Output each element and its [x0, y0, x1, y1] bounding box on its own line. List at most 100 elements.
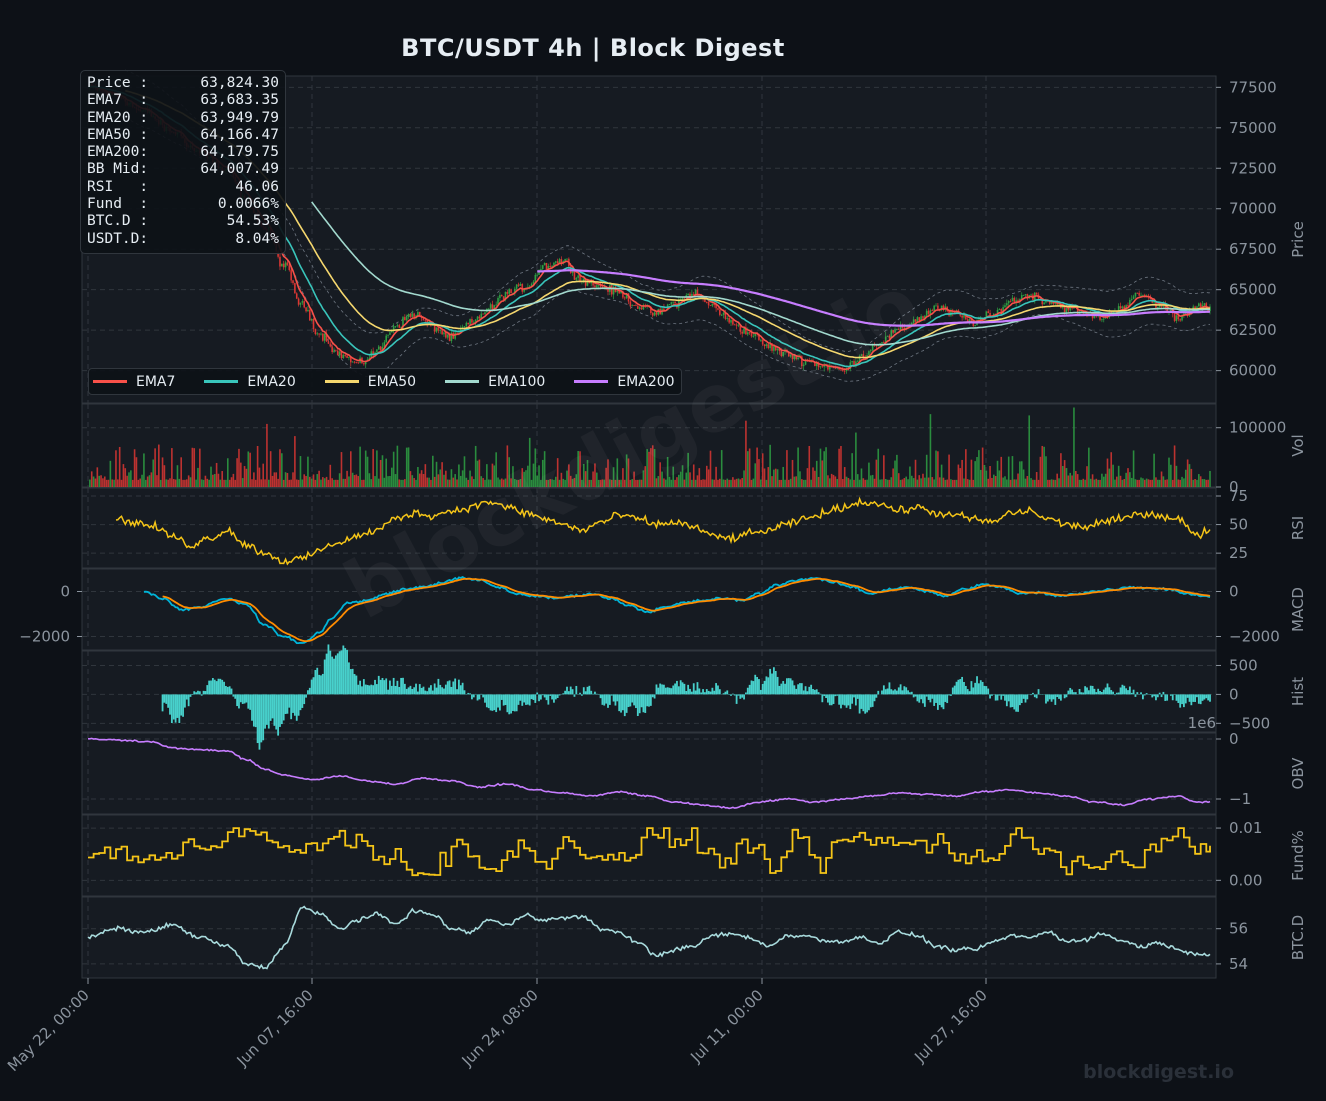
y-tick-label: 75	[1229, 487, 1248, 505]
y-tick-label-left: 0	[60, 583, 70, 601]
volume-bar	[890, 477, 892, 487]
volume-bar	[328, 480, 330, 487]
hist-bar	[963, 682, 965, 694]
volume-bar	[100, 475, 102, 487]
volume-bar	[1125, 473, 1127, 487]
volume-bar	[212, 475, 214, 487]
hist-bar	[167, 694, 169, 707]
volume-bar	[658, 476, 660, 487]
volume-bar	[1109, 469, 1111, 487]
candle-body	[723, 313, 725, 315]
hist-bar	[948, 694, 950, 695]
volume-bar	[661, 472, 663, 487]
volume-bar	[713, 480, 715, 487]
volume-bar	[395, 474, 397, 487]
hist-bar	[169, 694, 171, 714]
volume-bar	[1077, 474, 1079, 487]
volume-bar	[795, 476, 797, 487]
volume-bar	[712, 479, 714, 487]
volume-bar	[618, 480, 620, 487]
hist-bar	[1017, 694, 1019, 711]
volume-bar	[866, 480, 868, 487]
hist-bar	[976, 676, 978, 694]
volume-bar	[123, 464, 125, 487]
candle-body	[411, 313, 413, 316]
candle-body	[395, 326, 397, 327]
volume-bar	[1038, 480, 1040, 487]
volume-bar	[708, 469, 710, 487]
hist-bar	[741, 694, 743, 697]
volume-bar	[508, 457, 510, 487]
volume-bar	[792, 460, 794, 487]
candle-body	[887, 336, 889, 337]
volume-bar	[691, 480, 693, 487]
hist-bar	[1144, 694, 1146, 695]
volume-bar	[851, 453, 853, 487]
volume-bar	[576, 474, 578, 487]
volume-bar	[97, 467, 99, 487]
volume-bar	[840, 446, 842, 487]
volume-bar	[881, 479, 883, 487]
candle-body	[333, 350, 335, 352]
volume-bar	[1114, 480, 1116, 487]
volume-bar	[665, 480, 667, 487]
hist-bar	[236, 694, 238, 706]
candle-body	[445, 332, 447, 337]
volume-bar	[961, 460, 963, 487]
candle-body	[307, 310, 309, 311]
volume-bar	[488, 479, 490, 487]
hist-bar	[751, 680, 753, 694]
candle-body	[316, 333, 318, 334]
volume-bar	[734, 480, 736, 487]
hist-bar	[395, 686, 397, 694]
volume-bar	[613, 467, 615, 487]
candle-body	[654, 312, 656, 315]
volume-bar	[710, 451, 712, 487]
hist-bar	[1176, 694, 1178, 700]
candle-body	[594, 285, 596, 287]
volume-bar	[1137, 480, 1139, 487]
candle-body	[1133, 296, 1135, 299]
volume-bar	[581, 480, 583, 487]
hist-bar	[534, 694, 536, 703]
hist-bar	[190, 694, 192, 696]
hist-bar	[408, 687, 410, 694]
candle-body	[557, 261, 559, 263]
volume-bar	[216, 463, 218, 487]
hist-bar	[875, 694, 877, 697]
volume-bar	[805, 480, 807, 487]
hist-bar	[1097, 689, 1099, 695]
hist-bar	[1006, 694, 1008, 706]
candle-body	[1030, 295, 1032, 296]
hist-bar	[216, 681, 218, 694]
volume-bar	[255, 480, 257, 487]
volume-bar	[555, 477, 557, 487]
volume-bar	[171, 448, 173, 487]
volume-bar	[928, 478, 930, 487]
candle-body	[1066, 308, 1068, 312]
volume-bar	[95, 479, 97, 487]
volume-bar	[788, 480, 790, 487]
hist-bar	[1034, 694, 1036, 697]
hist-bar	[715, 683, 717, 694]
volume-bar	[287, 473, 289, 487]
hist-bar	[1008, 694, 1010, 701]
candle-body	[712, 304, 714, 306]
hist-bar	[702, 689, 704, 694]
candle-body	[883, 342, 885, 343]
candle-body	[389, 332, 391, 334]
volume-bar	[676, 477, 678, 487]
hist-bar	[881, 691, 883, 695]
hist-bar	[296, 694, 298, 720]
info-label: Price :	[87, 75, 148, 92]
candle-body	[436, 328, 438, 332]
volume-bar	[700, 480, 702, 487]
hist-bar	[984, 686, 986, 695]
volume-bar	[205, 476, 207, 487]
volume-bar	[495, 452, 497, 487]
candle-body	[857, 361, 859, 362]
candle-body	[637, 306, 639, 309]
candle-body	[516, 285, 518, 289]
volume-bar	[497, 478, 499, 487]
candle-body	[930, 310, 932, 314]
